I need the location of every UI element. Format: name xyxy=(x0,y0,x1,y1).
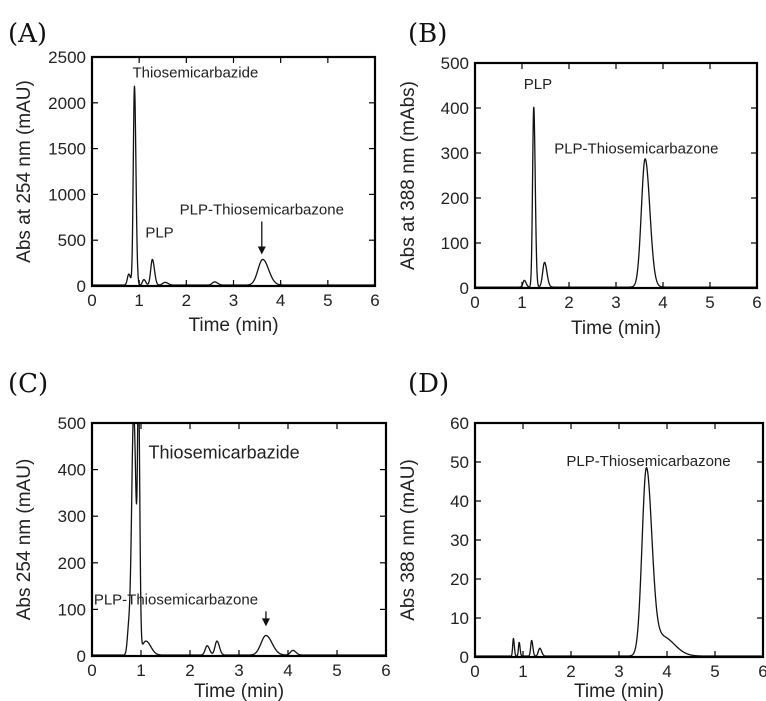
y-axis-title: Abs at 388 nm (mAbs) xyxy=(398,81,419,270)
x-axis-title: Time (min) xyxy=(188,315,278,336)
x-tick-label: 0 xyxy=(87,661,96,680)
y-tick-label: 0 xyxy=(77,647,86,666)
y-tick-label: 300 xyxy=(58,507,86,526)
x-tick-label: 4 xyxy=(276,291,285,310)
x-tick-label: 6 xyxy=(758,662,766,681)
peak-annotation: PLP xyxy=(524,76,552,93)
x-tick-label: 4 xyxy=(283,661,292,680)
x-tick-label: 6 xyxy=(752,293,761,312)
y-axis-title: Abs 254 nm (mAU) xyxy=(14,459,35,621)
x-tick-label: 5 xyxy=(332,661,341,680)
x-tick-label: 5 xyxy=(705,293,714,312)
x-tick-label: 0 xyxy=(470,293,479,312)
peak-annotation: PLP-Thiosemicarbazone xyxy=(94,591,258,608)
chromatogram-trace xyxy=(92,423,386,656)
x-tick-label: 3 xyxy=(234,661,243,680)
y-tick-label: 10 xyxy=(450,609,469,628)
y-tick-label: 200 xyxy=(58,554,86,573)
x-axis-title: Time (min) xyxy=(571,318,661,339)
x-tick-label: 2 xyxy=(566,662,575,681)
x-tick-label: 4 xyxy=(658,293,667,312)
x-tick-label: 1 xyxy=(518,662,527,681)
x-tick-label: 6 xyxy=(370,291,379,310)
annotation-arrowhead xyxy=(257,246,266,255)
panel-label: (B) xyxy=(408,19,447,49)
y-tick-label: 0 xyxy=(460,648,469,667)
peak-annotation: Thiosemicarbazide xyxy=(132,64,258,81)
y-tick-label: 500 xyxy=(58,231,86,250)
plot-frame xyxy=(473,61,759,290)
y-tick-label: 1500 xyxy=(48,140,86,159)
y-tick-label: 400 xyxy=(58,461,86,480)
x-tick-label: 1 xyxy=(517,293,526,312)
x-tick-label: 6 xyxy=(381,661,390,680)
y-tick-label: 2000 xyxy=(48,94,86,113)
annotation-arrowhead xyxy=(261,618,270,627)
panel-label: (C) xyxy=(8,369,48,399)
x-axis-title: Time (min) xyxy=(194,681,284,701)
y-tick-label: 30 xyxy=(450,531,469,550)
chromatogram-trace xyxy=(475,106,757,288)
y-tick-label: 400 xyxy=(441,99,469,118)
x-tick-label: 1 xyxy=(134,291,143,310)
x-tick-label: 2 xyxy=(185,661,194,680)
x-tick-label: 3 xyxy=(229,291,238,310)
y-tick-label: 0 xyxy=(460,279,469,298)
y-tick-label: 2500 xyxy=(48,48,86,67)
x-tick-label: 5 xyxy=(323,291,332,310)
peak-annotation: PLP-Thiosemicarbazone xyxy=(554,141,718,158)
x-tick-label: 1 xyxy=(136,661,145,680)
panel-label: (D) xyxy=(408,369,449,399)
peak-annotation: PLP-Thiosemicarbazone xyxy=(180,202,344,219)
x-tick-label: 0 xyxy=(470,662,479,681)
x-tick-label: 2 xyxy=(564,293,573,312)
y-axis-title: Abs at 254 nm (mAU) xyxy=(14,80,35,263)
y-tick-label: 500 xyxy=(58,414,86,433)
y-tick-label: 500 xyxy=(441,54,469,73)
x-tick-label: 5 xyxy=(710,662,719,681)
y-tick-label: 100 xyxy=(58,600,86,619)
chart-panel-b: (B) 0 1 2 3 4 5 6 0 100 200 300 400 500 Time (min) Abs … xyxy=(398,19,762,339)
peak-annotation: Thiosemicarbazide xyxy=(149,442,300,462)
x-tick-label: 4 xyxy=(662,662,671,681)
chart-panel-a: (A) 0 1 2 3 4 5 6 0 500 1000 1500 2000 2500 Time (min)… xyxy=(8,19,380,336)
x-tick-label: 3 xyxy=(614,662,623,681)
chart-panel-c: (C) 0 1 2 3 4 5 6 0 100 200 300 400 500 Time (min) Abs … xyxy=(8,369,391,701)
y-tick-label: 40 xyxy=(450,492,469,511)
panel-label: (A) xyxy=(8,19,47,49)
peak-annotation: PLP-Thiosemicarbazone xyxy=(566,453,730,470)
peak-annotation: PLP xyxy=(145,225,173,242)
y-tick-label: 20 xyxy=(450,570,469,589)
chromatogram-trace xyxy=(475,467,763,657)
y-tick-label: 200 xyxy=(441,189,469,208)
y-axis-title: Abs 388 nm (mAU) xyxy=(398,459,419,621)
y-tick-label: 300 xyxy=(441,144,469,163)
y-tick-label: 50 xyxy=(450,453,469,472)
y-tick-label: 100 xyxy=(441,234,469,253)
y-tick-label: 1000 xyxy=(48,185,86,204)
x-tick-label: 0 xyxy=(87,291,96,310)
x-axis-title: Time (min) xyxy=(574,681,664,701)
chromatogram-trace xyxy=(92,85,375,286)
y-tick-label: 0 xyxy=(77,277,86,296)
x-tick-label: 2 xyxy=(182,291,191,310)
y-tick-label: 60 xyxy=(450,414,469,433)
x-tick-label: 3 xyxy=(611,293,620,312)
